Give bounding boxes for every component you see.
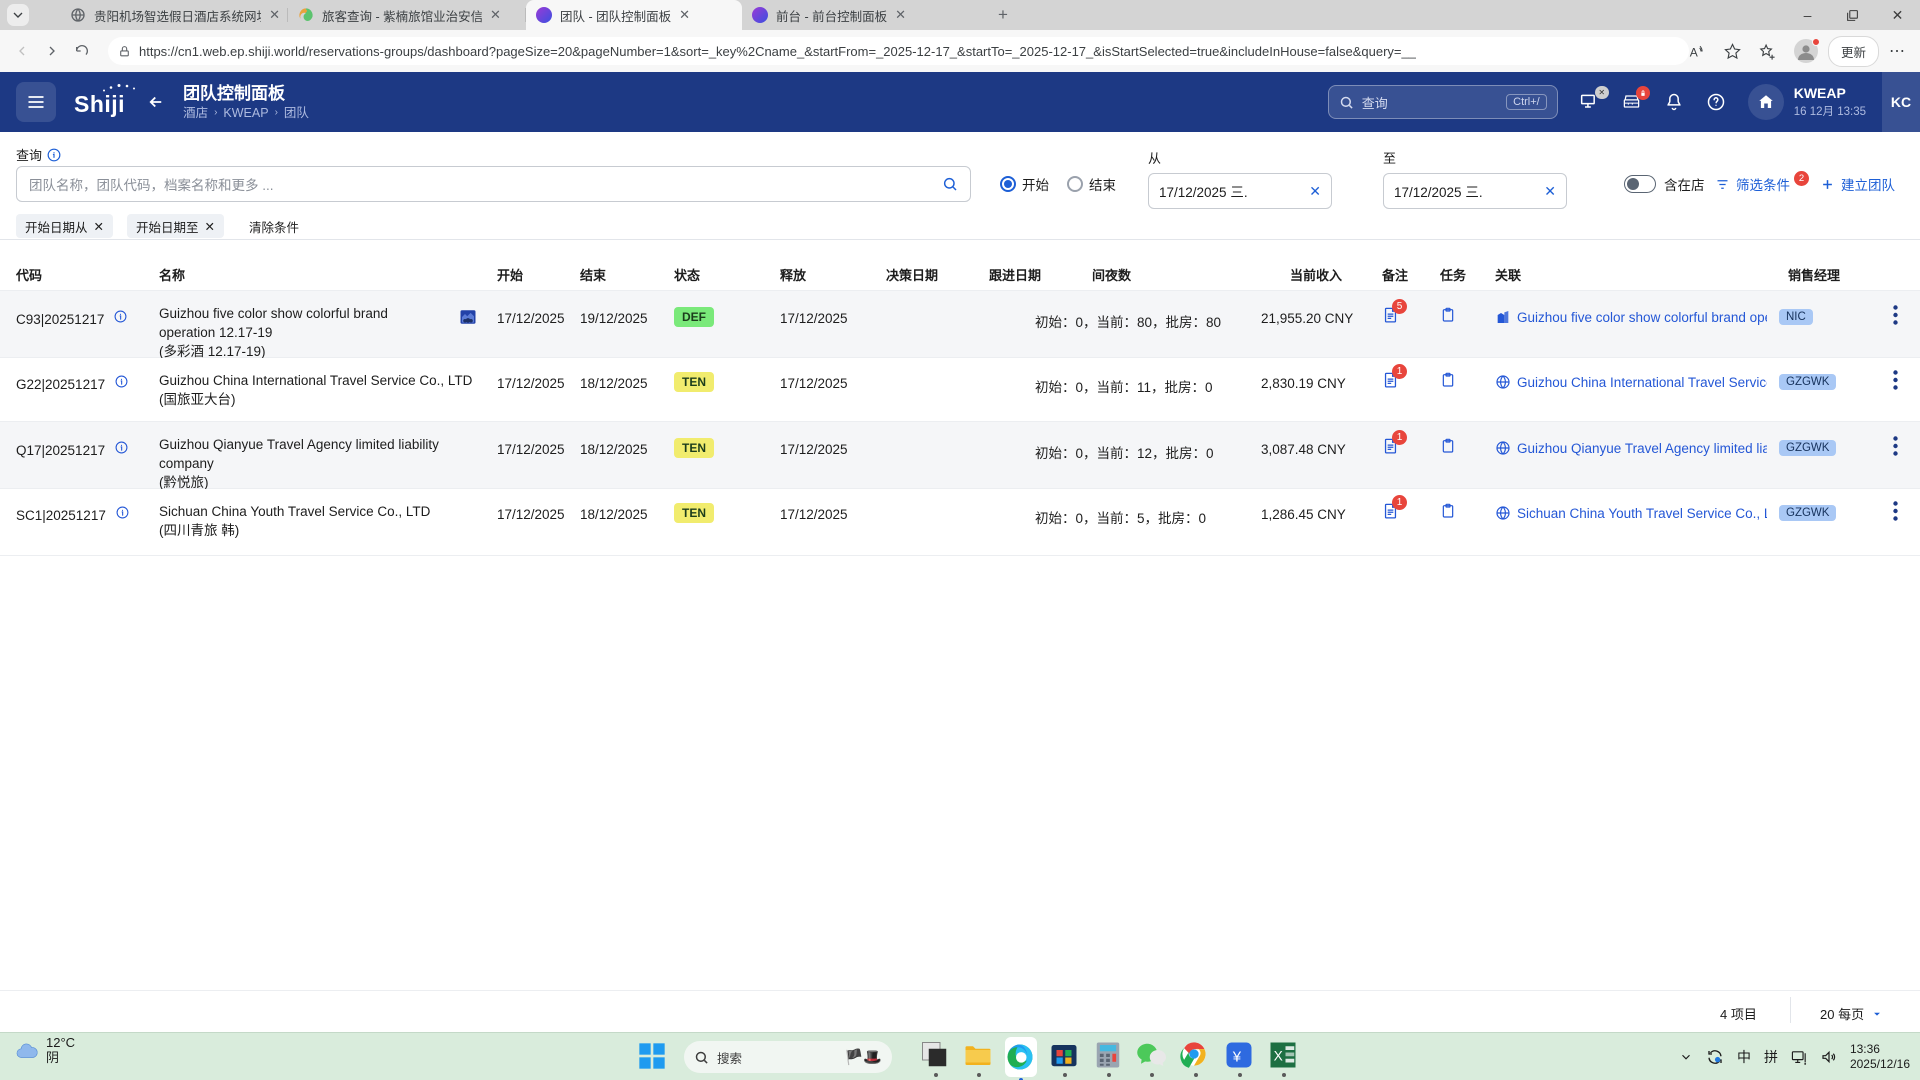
svg-text:A: A — [1690, 45, 1698, 59]
svg-text:X: X — [1274, 1049, 1283, 1064]
svg-text:¥: ¥ — [1232, 1048, 1242, 1065]
